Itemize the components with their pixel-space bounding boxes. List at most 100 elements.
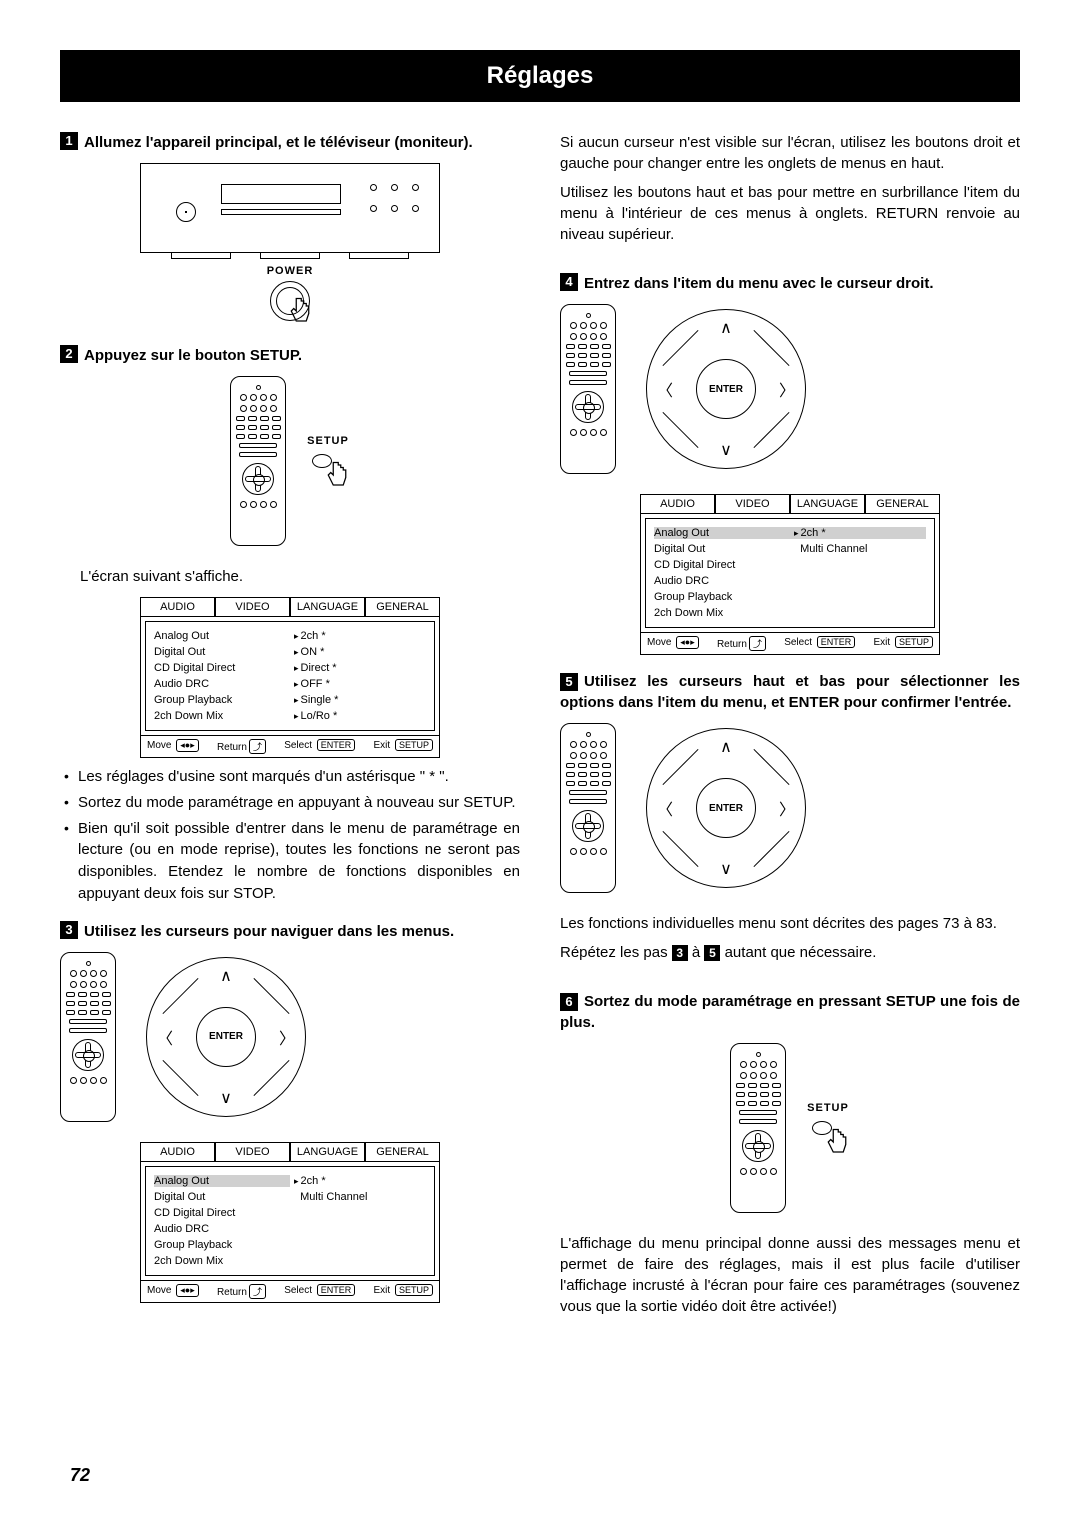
- arrow-right-icon: 〉: [280, 1030, 294, 1044]
- step-2-heading: 2 Appuyez sur le bouton SETUP.: [60, 345, 520, 366]
- menu-value: ▸Single *: [290, 694, 426, 706]
- dpad-enter-icon: ENTER ∧∨ 〈〉: [646, 728, 806, 888]
- hand-pointer-icon: [822, 1127, 852, 1157]
- step-number-4: 4: [560, 273, 578, 291]
- remote-control-icon: [560, 723, 616, 893]
- right-paragraph-2: Utilisez les boutons haut et bas pour me…: [560, 182, 1020, 245]
- menu-item: Group Playback: [154, 694, 290, 706]
- device-front-panel: [140, 163, 440, 253]
- right-paragraph-1: Si aucun curseur n'est visible sur l'écr…: [560, 132, 1020, 174]
- device-display-slot: [221, 209, 341, 215]
- device-button-grid: [370, 184, 419, 212]
- two-column-layout: 1 Allumez l'appareil principal, et le té…: [60, 132, 1020, 1325]
- power-label: POWER: [140, 265, 440, 277]
- tab-language: LANGUAGE: [290, 598, 365, 617]
- hand-pointer-icon: [285, 296, 315, 326]
- tab-video: VIDEO: [215, 598, 290, 617]
- menu-item: Analog Out: [154, 630, 290, 642]
- step-4-heading: 4 Entrez dans l'item du menu avec le cur…: [560, 273, 1020, 294]
- remote-control-icon: [730, 1043, 786, 1213]
- menu-item: 2ch Down Mix: [154, 1255, 290, 1267]
- hand-pointer-icon: [322, 460, 352, 490]
- step-number-6: 6: [560, 993, 578, 1011]
- power-button-block: POWER: [140, 265, 440, 325]
- dpad-enter-icon: ENTER ∧ ∨ 〈 〉: [146, 957, 306, 1117]
- tab-audio: AUDIO: [141, 598, 215, 617]
- menu-value: ▸2ch *: [290, 630, 426, 642]
- step-6-heading: 6Sortez du mode paramétrage en pressant …: [560, 991, 1020, 1033]
- step-number-5: 5: [560, 673, 578, 691]
- menu-item: Audio DRC: [654, 575, 790, 587]
- step-number-1: 1: [60, 132, 78, 150]
- bullet-2: Sortez du mode paramétrage en appuyant à…: [60, 792, 520, 814]
- tab-video: VIDEO: [215, 1143, 290, 1162]
- menu-footer: Move ◂●▸ Return⤴ Select ENTER Exit SETUP: [141, 735, 439, 757]
- menu-item: CD Digital Direct: [654, 559, 790, 571]
- menu-tabs: AUDIO VIDEO LANGUAGE GENERAL: [141, 598, 439, 617]
- section-banner: Réglages: [60, 50, 1020, 102]
- menu-item: Digital Out: [654, 543, 790, 555]
- menu-item: CD Digital Direct: [154, 1207, 290, 1219]
- tab-audio: AUDIO: [641, 495, 715, 514]
- remote-setup-figure-2: SETUP: [560, 1043, 1020, 1213]
- menu-value: ▸ON *: [290, 646, 426, 658]
- after-5-text-2: Répétez les pas 3 à 5 autant que nécessa…: [560, 942, 1020, 963]
- menu-screenshot-1: AUDIO VIDEO LANGUAGE GENERAL Analog Out▸…: [140, 597, 440, 758]
- tab-language: LANGUAGE: [790, 495, 865, 514]
- menu-value-hl: ▸2ch *: [790, 527, 926, 539]
- tab-video: VIDEO: [715, 495, 790, 514]
- tab-general: GENERAL: [865, 495, 939, 514]
- menu-value: Multi Channel: [790, 543, 926, 555]
- menu-value: Multi Channel: [290, 1191, 426, 1203]
- step-4-text: Entrez dans l'item du menu avec le curse…: [584, 273, 934, 294]
- step-5-heading: 5Utilisez les curseurs haut et bas pour …: [560, 671, 1020, 713]
- menu-item: Audio DRC: [154, 1223, 290, 1235]
- navigate-figure-1: ENTER ∧ ∨ 〈 〉: [60, 952, 520, 1122]
- menu-item: Audio DRC: [154, 678, 290, 690]
- remote-control-icon: [230, 376, 286, 546]
- step-5-text: Utilisez les curseurs haut et bas pour s…: [560, 673, 1020, 711]
- step-1-text: Allumez l'appareil principal, et le télé…: [84, 132, 473, 153]
- tab-audio: AUDIO: [141, 1143, 215, 1162]
- step-6-text: Sortez du mode paramétrage en pressant S…: [560, 993, 1020, 1031]
- tab-general: GENERAL: [365, 1143, 439, 1162]
- menu-item: CD Digital Direct: [154, 662, 290, 674]
- navigate-figure-2: ENTER ∧∨ 〈〉: [560, 304, 1020, 474]
- device-display: [221, 184, 341, 204]
- after-5-text-1: Les fonctions individuelles menu sont dé…: [560, 913, 1020, 934]
- left-column: 1 Allumez l'appareil principal, et le té…: [60, 132, 520, 1325]
- setup-press-group: SETUP: [806, 1098, 850, 1159]
- setup-label: SETUP: [807, 1102, 849, 1114]
- power-button-icon: [270, 281, 310, 321]
- menu-body: Analog Out▸2ch * Digital Out▸ON * CD Dig…: [145, 621, 435, 731]
- menu-item: 2ch Down Mix: [154, 710, 290, 722]
- menu-screenshot-3: AUDIO VIDEO LANGUAGE GENERAL Analog Out▸…: [640, 494, 940, 655]
- setup-press-group: SETUP: [306, 431, 350, 492]
- setup-button-press-icon: [806, 1115, 850, 1159]
- menu-item: 2ch Down Mix: [654, 607, 790, 619]
- navigate-figure-3: ENTER ∧∨ 〈〉: [560, 723, 1020, 893]
- enter-label: ENTER: [196, 1007, 256, 1067]
- device-knob: [176, 202, 196, 222]
- inline-step-3: 3: [672, 945, 688, 961]
- dpad-enter-icon: ENTER ∧∨ 〈〉: [646, 309, 806, 469]
- menu-item: Group Playback: [654, 591, 790, 603]
- step-number-3: 3: [60, 921, 78, 939]
- bullet-3: Bien qu'il soit possible d'entrer dans l…: [60, 818, 520, 905]
- notes-list: Les réglages d'usine sont marqués d'un a…: [60, 766, 520, 905]
- menu-item: Digital Out: [154, 646, 290, 658]
- setup-label: SETUP: [307, 435, 349, 447]
- menu-screenshot-2: AUDIO VIDEO LANGUAGE GENERAL Analog Out▸…: [140, 1142, 440, 1303]
- tab-language: LANGUAGE: [290, 1143, 365, 1162]
- inline-step-5: 5: [704, 945, 720, 961]
- menu-item: Group Playback: [154, 1239, 290, 1251]
- arrow-up-icon: ∧: [219, 969, 233, 983]
- tab-general: GENERAL: [365, 598, 439, 617]
- menu-value: ▸Direct *: [290, 662, 426, 674]
- device-figure: POWER: [60, 163, 520, 325]
- menu-item-hl: Analog Out: [654, 527, 790, 539]
- menu-value: ▸Lo/Ro *: [290, 710, 426, 722]
- menu-value: ▸OFF *: [290, 678, 426, 690]
- page-number: 72: [70, 1465, 90, 1486]
- remote-setup-figure: SETUP: [60, 376, 520, 546]
